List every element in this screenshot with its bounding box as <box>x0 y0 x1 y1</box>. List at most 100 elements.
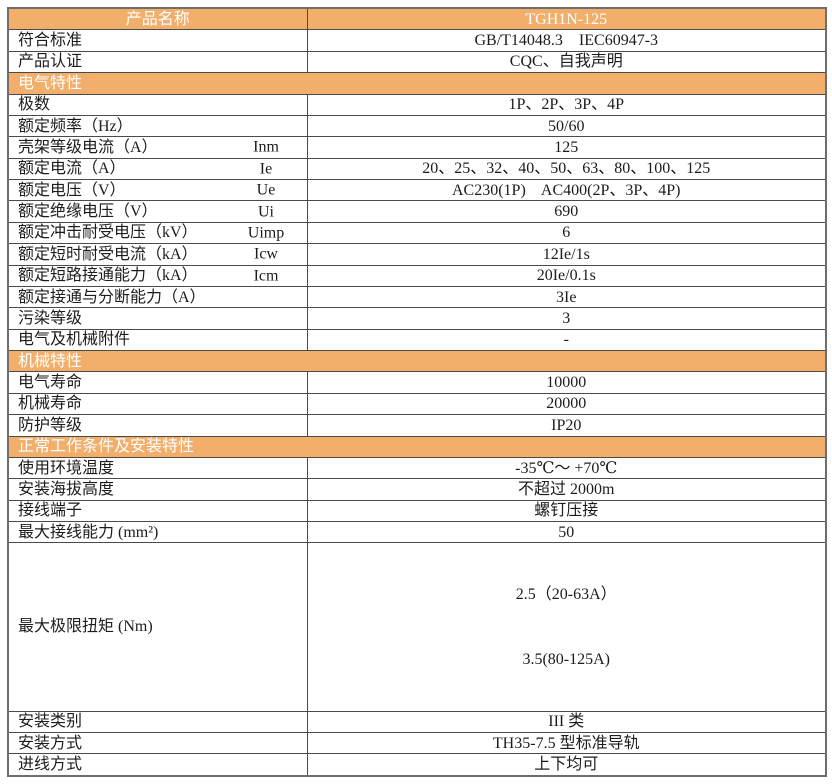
table-row: 防护等级 IP20 <box>7 414 827 437</box>
product-name-header: 产品名称 <box>7 7 308 31</box>
table-row: 额定频率（Hz） 50/60 <box>7 114 827 138</box>
row-label: 额定接通与分断能力（A） <box>7 285 308 309</box>
section-row-electrical: 电气特性 <box>7 72 827 95</box>
row-label-text: 额定电压（V） <box>18 181 126 199</box>
row-symbol: Icw <box>254 245 278 263</box>
row-value: 20000 <box>306 392 827 416</box>
row-label-text: 额定绝缘电压（V） <box>18 203 158 220</box>
table-row: 产品认证 CQC、自我声明 <box>7 50 827 74</box>
row-label: 极数 <box>7 93 308 116</box>
row-label: 污染等级 <box>7 307 308 330</box>
row-label: 额定短路接通能力（kA） Icm <box>7 264 308 287</box>
row-label-text: 额定短路接通能力（kA） <box>18 267 198 285</box>
row-label: 防护等级 <box>7 414 308 437</box>
table-row-torque: 最大极限扭矩 (Nm) 2.5（20-63A） 3.5(80-125A) <box>7 542 827 712</box>
row-value: 20、25、32、40、50、63、80、100、125 <box>306 157 827 181</box>
row-symbol: Icm <box>253 267 279 285</box>
table-row: 壳架等级电流（A） Inm 125 <box>7 136 827 159</box>
row-label: 电气寿命 <box>7 371 308 394</box>
table-row: 污染等级 3 <box>7 307 827 330</box>
row-label: 安装海拔高度 <box>7 478 308 501</box>
table-row: 额定冲击耐受电压（kV） Uimp 6 <box>7 221 827 245</box>
row-label: 额定频率（Hz） <box>7 114 308 138</box>
row-label: 符合标准 <box>7 29 308 52</box>
row-value: III 类 <box>306 710 827 733</box>
row-value: AC230(1P) AC400(2P、3P、4P) <box>306 179 827 202</box>
row-value: 690 <box>306 200 827 223</box>
row-value: 螺钉压接 <box>306 499 827 523</box>
table-row: 额定短时耐受电流（kA） Icw 12Ie/1s <box>7 243 827 266</box>
table-row: 机械寿命 20000 <box>7 392 827 416</box>
row-label: 额定电压（V） Ue <box>7 179 308 202</box>
row-symbol: Uimp <box>247 224 285 242</box>
row-label: 进线方式 <box>7 753 308 777</box>
row-label-text: 额定电流（A） <box>18 160 126 178</box>
row-value: 不超过 2000m <box>306 478 827 501</box>
row-label: 安装方式 <box>7 731 308 755</box>
row-label: 电气及机械附件 <box>7 328 308 352</box>
row-value: CQC、自我声明 <box>306 50 827 74</box>
row-value: TH35-7.5 型标准导轨 <box>306 731 827 755</box>
product-spec-table: 产品名称 TGH1N-125 符合标准 GB/T14048.3 IEC60947… <box>7 7 827 777</box>
row-value: GB/T14048.3 IEC60947-3 <box>306 29 827 52</box>
table-row: 安装海拔高度 不超过 2000m <box>7 478 827 501</box>
table-row: 安装类别 III 类 <box>7 710 827 733</box>
row-value: 3 <box>306 307 827 330</box>
row-label: 机械寿命 <box>7 392 308 416</box>
table-row: 安装方式 TH35-7.5 型标准导轨 <box>7 731 827 755</box>
row-value: 10000 <box>306 371 827 394</box>
row-symbol: Ui <box>258 203 274 220</box>
table-row: 电气及机械附件 - <box>7 328 827 352</box>
row-value: 20Ie/0.1s <box>306 264 827 287</box>
row-label: 额定短时耐受电流（kA） Icw <box>7 243 308 266</box>
table-row: 额定短路接通能力（kA） Icm 20Ie/0.1s <box>7 264 827 287</box>
row-value: 12Ie/1s <box>306 243 827 266</box>
table-row: 接线端子 螺钉压接 <box>7 499 827 523</box>
table-row: 额定电压（V） Ue AC230(1P) AC400(2P、3P、4P) <box>7 179 827 202</box>
row-label: 最大接线能力 (mm²) <box>7 521 308 544</box>
row-value: 上下均可 <box>306 753 827 777</box>
table-row: 电气寿命 10000 <box>7 371 827 394</box>
table-row: 进线方式 上下均可 <box>7 753 827 777</box>
row-value: 125 <box>306 136 827 159</box>
row-value: 6 <box>306 221 827 245</box>
row-value: - <box>306 328 827 352</box>
row-label: 使用环境温度 <box>7 456 308 480</box>
row-value: IP20 <box>306 414 827 437</box>
section-title: 机械特性 <box>7 350 827 373</box>
row-label: 产品认证 <box>7 50 308 74</box>
row-label: 安装类别 <box>7 710 308 733</box>
row-label-text: 壳架等级电流（A） <box>18 138 158 156</box>
section-row-working-conditions: 正常工作条件及安装特性 <box>7 435 827 458</box>
row-symbol: Ie <box>259 160 273 178</box>
row-value: 2.5（20-63A） 3.5(80-125A) <box>306 542 827 712</box>
row-value: 50/60 <box>306 114 827 138</box>
table-header-row: 产品名称 TGH1N-125 <box>7 7 827 31</box>
row-label: 额定冲击耐受电压（kV） Uimp <box>7 221 308 245</box>
table-row: 额定绝缘电压（V） Ui 690 <box>7 200 827 223</box>
table-row: 最大接线能力 (mm²) 50 <box>7 521 827 544</box>
row-value: 50 <box>306 521 827 544</box>
row-label: 额定绝缘电压（V） Ui <box>7 200 308 223</box>
row-value: -35℃～ +70℃ <box>306 456 827 480</box>
row-label: 额定电流（A） Ie <box>7 157 308 181</box>
row-label-text: 额定冲击耐受电压（kV） <box>18 224 198 242</box>
row-label: 壳架等级电流（A） Inm <box>7 136 308 159</box>
table-row: 额定接通与分断能力（A） 3Ie <box>7 285 827 309</box>
table-row: 极数 1P、2P、3P、4P <box>7 93 827 116</box>
section-title: 电气特性 <box>7 72 827 95</box>
row-symbol: Inm <box>253 138 279 156</box>
row-label: 接线端子 <box>7 499 308 523</box>
product-model-header: TGH1N-125 <box>306 7 827 31</box>
table-row: 额定电流（A） Ie 20、25、32、40、50、63、80、100、125 <box>7 157 827 181</box>
section-row-mechanical: 机械特性 <box>7 350 827 373</box>
row-value: 1P、2P、3P、4P <box>306 93 827 116</box>
row-symbol: Ue <box>256 181 276 199</box>
torque-value-line-1: 2.5（20-63A） <box>515 586 617 604</box>
table-row: 符合标准 GB/T14048.3 IEC60947-3 <box>7 29 827 52</box>
torque-value-line-2: 3.5(80-125A) <box>522 650 611 668</box>
row-label: 最大极限扭矩 (Nm) <box>7 542 308 712</box>
table-row: 使用环境温度 -35℃～ +70℃ <box>7 456 827 480</box>
row-label-text: 额定短时耐受电流（kA） <box>18 245 198 263</box>
